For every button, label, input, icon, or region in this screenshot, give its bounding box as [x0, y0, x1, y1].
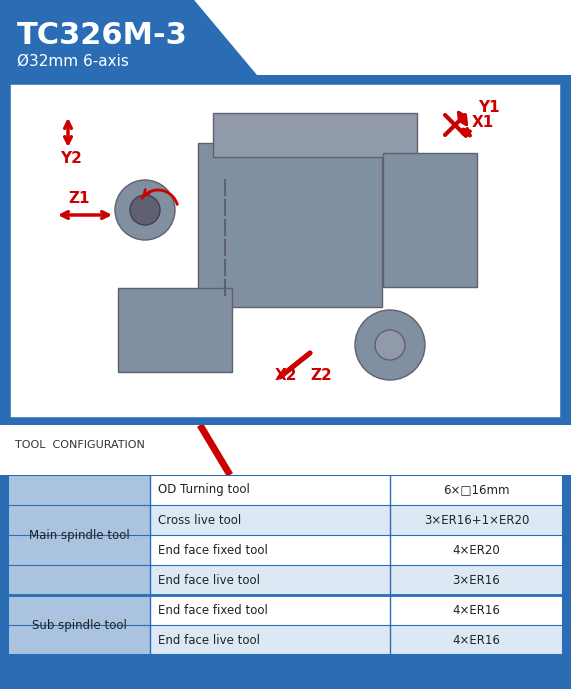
Bar [390, 475, 563, 505]
Bar [0, 75, 8, 425]
Text: 4×ER20: 4×ER20 [453, 544, 500, 557]
Polygon shape [194, 0, 571, 75]
Text: 3×ER16: 3×ER16 [453, 573, 500, 586]
FancyBboxPatch shape [8, 82, 563, 420]
Bar [150, 595, 390, 625]
FancyBboxPatch shape [118, 288, 232, 372]
Bar [8, 475, 150, 505]
Bar [150, 535, 390, 565]
Text: Main spindle tool: Main spindle tool [29, 528, 130, 542]
Text: Ø32mm 6-axis: Ø32mm 6-axis [17, 54, 129, 69]
Bar [390, 505, 563, 535]
Text: TC326M-3: TC326M-3 [17, 21, 188, 50]
Text: Sub spindle tool: Sub spindle tool [31, 619, 126, 632]
Circle shape [355, 310, 425, 380]
Bar [390, 625, 563, 655]
Bar [150, 475, 390, 505]
Bar [390, 565, 563, 595]
Text: X1: X1 [472, 115, 494, 130]
Bar [0, 420, 571, 425]
Text: End face fixed tool: End face fixed tool [158, 544, 268, 557]
Circle shape [130, 195, 160, 225]
Text: Z2: Z2 [310, 368, 332, 383]
Bar [0, 655, 571, 689]
Bar [8, 625, 150, 655]
Text: 6×□16mm: 6×□16mm [443, 484, 510, 497]
FancyBboxPatch shape [213, 113, 417, 157]
Text: 4×ER16: 4×ER16 [453, 633, 500, 646]
Text: TOOL  CONFIGURATION: TOOL CONFIGURATION [15, 440, 145, 450]
Text: End face live tool: End face live tool [158, 633, 260, 646]
Text: End face fixed tool: End face fixed tool [158, 604, 268, 617]
Text: X2: X2 [275, 368, 297, 383]
Text: 3×ER16+1×ER20: 3×ER16+1×ER20 [424, 513, 529, 526]
Text: Cross live tool: Cross live tool [158, 513, 242, 526]
Text: Y1: Y1 [478, 100, 500, 115]
Bar [150, 505, 390, 535]
Bar [563, 75, 571, 425]
Bar [150, 565, 390, 595]
Text: 4×ER16: 4×ER16 [453, 604, 500, 617]
Bar [8, 475, 563, 655]
Bar [8, 535, 150, 565]
Bar [8, 565, 150, 595]
Bar [390, 535, 563, 565]
Text: Z1: Z1 [68, 191, 90, 206]
FancyBboxPatch shape [383, 153, 477, 287]
Text: End face live tool: End face live tool [158, 573, 260, 586]
Bar [8, 595, 150, 625]
Circle shape [115, 180, 175, 240]
Bar [390, 595, 563, 625]
FancyBboxPatch shape [198, 143, 382, 307]
Bar [8, 505, 150, 535]
Text: Y2: Y2 [60, 151, 82, 166]
Bar [150, 625, 390, 655]
Text: OD Turning tool: OD Turning tool [158, 484, 250, 497]
Circle shape [375, 330, 405, 360]
